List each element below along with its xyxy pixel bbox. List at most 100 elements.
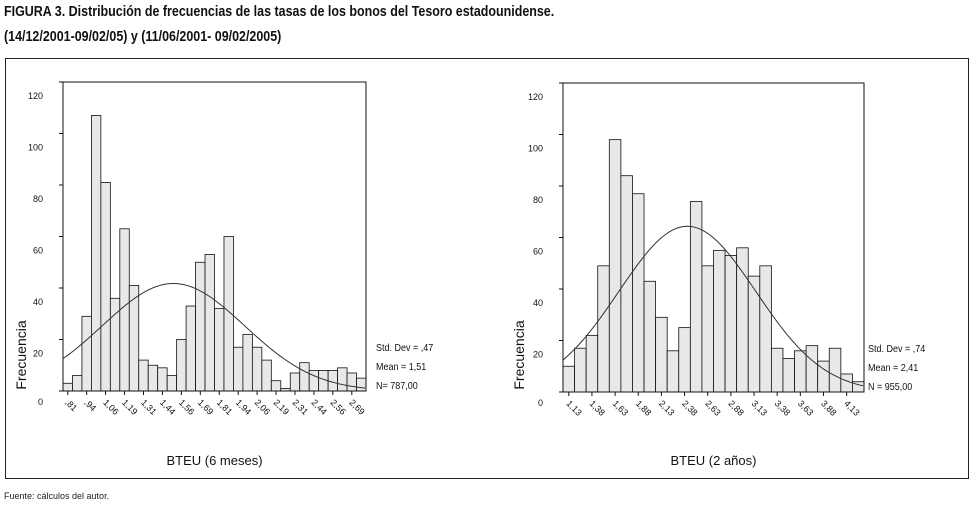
histogram-bar [828, 347, 842, 393]
histogram-bar [62, 382, 73, 392]
histogram-bar [147, 364, 159, 392]
histogram-bar [701, 265, 714, 393]
x-tick-label: 2,31 [291, 397, 310, 416]
y-tick-label: 40 [533, 298, 543, 308]
x-tick-label: 1,81 [215, 397, 234, 416]
x-tick-label: 1,63 [611, 398, 630, 417]
y-tick-label: 40 [33, 297, 43, 307]
histogram-bar [91, 115, 102, 392]
histogram-bar [770, 347, 784, 393]
y-tick-label: 80 [33, 194, 43, 204]
y-tick-label: 120 [528, 92, 543, 102]
normal-curve [562, 225, 864, 387]
x-tick-label: 2,19 [272, 397, 291, 416]
histogram-bar [356, 377, 367, 392]
histogram-bar [327, 369, 338, 392]
histogram-bar [337, 367, 348, 392]
histogram-bar [308, 369, 320, 392]
histogram-bar [176, 339, 187, 392]
x-tick-label: 2,88 [726, 398, 745, 417]
figure-title: FIGURA 3. Distribución de frecuencias de… [4, 4, 555, 20]
x-tick-label: 1,19 [120, 397, 139, 416]
histogram-bar [233, 346, 244, 392]
y-tick-label: 80 [533, 195, 543, 205]
histogram-bar [632, 193, 645, 393]
histogram-bar [138, 359, 149, 392]
x-tick-label: 2,13 [657, 398, 676, 417]
histogram-bar [81, 315, 92, 392]
histogram-bar [597, 265, 610, 393]
histogram-bar [574, 347, 587, 393]
y-tick-label: 20 [533, 350, 543, 360]
histogram-bar [840, 373, 853, 393]
x-tick-label: 3,88 [819, 398, 838, 417]
y-axis-title: Frecuencia [13, 320, 29, 389]
histogram-bar [251, 346, 263, 392]
x-tick-label: 1,88 [634, 398, 653, 417]
x-axis-title: BTEU (2 años) [671, 453, 757, 468]
histogram-bar [782, 358, 795, 393]
histogram-bar [562, 365, 575, 393]
histogram-bar [608, 139, 622, 393]
histogram-bar [585, 334, 599, 393]
histogram-bar [204, 254, 215, 392]
histogram-bar [655, 316, 668, 393]
y-tick-label: 60 [33, 246, 43, 256]
x-tick-label: 3,63 [796, 398, 815, 417]
x-tick-label: 1,69 [196, 397, 215, 416]
stat-label: Mean = 1,51 [376, 362, 426, 374]
x-tick-label: ,94 [82, 397, 98, 413]
histogram-bar [157, 367, 168, 392]
histogram-bar [805, 345, 819, 393]
x-tick-label: 1,38 [588, 398, 607, 417]
y-tick-label: 100 [28, 143, 43, 153]
histogram-bar [666, 350, 680, 393]
x-tick-label: 2,63 [703, 398, 722, 417]
x-tick-label: 3,13 [750, 398, 769, 417]
stat-label: Std. Dev = ,74 [868, 344, 925, 356]
x-tick-label: 4,13 [842, 398, 861, 417]
x-tick-label: 2,56 [328, 397, 347, 416]
x-tick-label: 2,06 [253, 397, 272, 416]
y-tick-label: 60 [533, 247, 543, 257]
x-tick-label: 1,06 [101, 397, 120, 416]
x-tick-label: ,81 [63, 397, 79, 413]
histogram-bar [242, 333, 253, 392]
histogram-bar [195, 261, 206, 392]
histogram-bar [678, 327, 691, 393]
y-tick-label: 0 [38, 397, 43, 407]
x-tick-label: 2,44 [310, 397, 329, 416]
x-tick-label: 1,94 [234, 397, 253, 416]
histogram-bar [185, 305, 196, 392]
figure-frame [5, 58, 969, 479]
figure-subtitle: (14/12/2001-09/02/05) y (11/06/2001- 09/… [4, 29, 282, 45]
histogram-bar [689, 201, 703, 393]
histogram-bar [299, 362, 310, 392]
stat-label: N = 955,00 [868, 382, 912, 394]
histogram-bar [713, 249, 726, 393]
histogram-bar [100, 182, 111, 392]
histogram-bar [643, 280, 657, 393]
y-axis-title: Frecuencia [511, 320, 527, 389]
source-note: Fuente: cálculos del autor. [4, 491, 110, 501]
histogram-bar [794, 350, 807, 393]
x-tick-label: 2,69 [347, 397, 366, 416]
stat-label: Std. Dev = ,47 [376, 343, 433, 355]
normal-curve [62, 282, 366, 389]
histogram-bar [759, 265, 772, 393]
x-tick-label: 1,44 [158, 397, 177, 416]
y-tick-label: 0 [538, 398, 543, 408]
x-tick-label: 1,56 [177, 397, 196, 416]
histogram-bar [270, 380, 282, 392]
histogram-bar [109, 297, 121, 392]
x-tick-label: 2,38 [680, 398, 699, 417]
histogram-bar [72, 375, 83, 392]
x-tick-label: 3,38 [773, 398, 792, 417]
stat-label: Mean = 2,41 [868, 363, 918, 375]
histogram-bar [736, 247, 749, 393]
histogram-bar [214, 308, 225, 392]
histogram-bar [747, 275, 761, 393]
y-tick-label: 120 [28, 91, 43, 101]
histogram-bar [724, 255, 738, 393]
